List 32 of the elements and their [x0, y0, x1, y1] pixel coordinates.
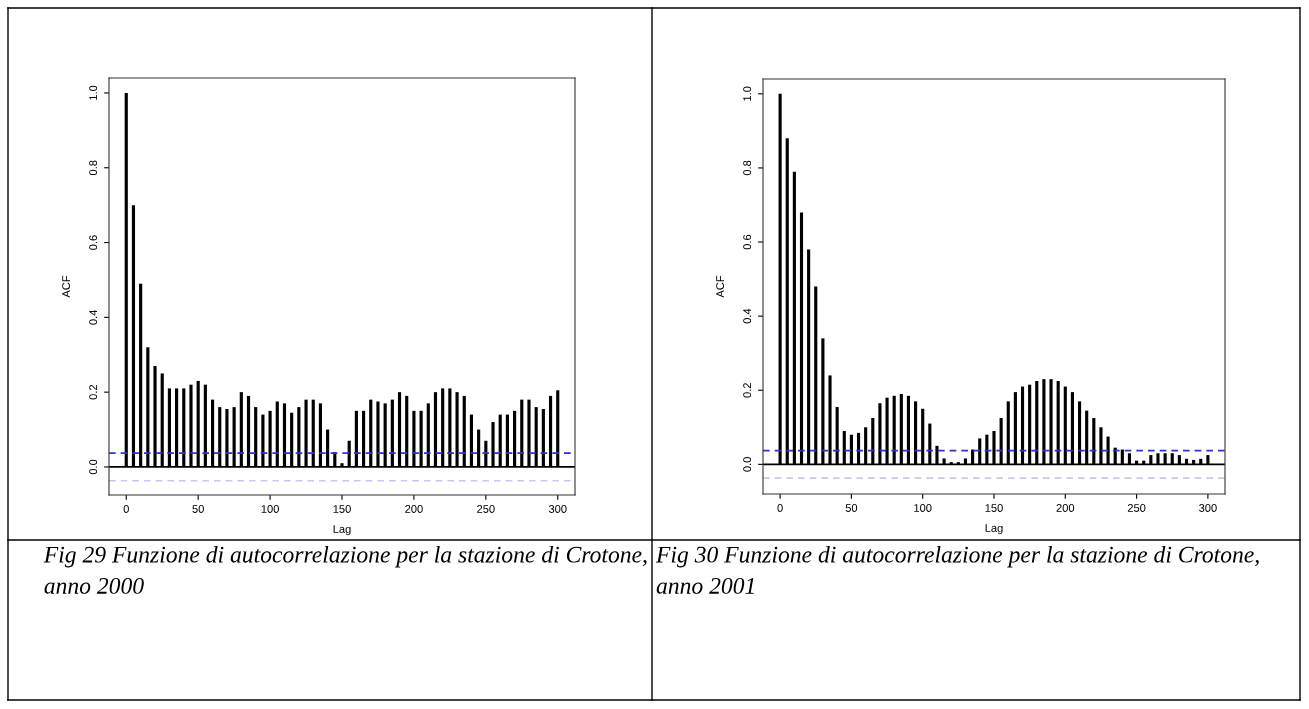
x-axis-title: Lag [985, 524, 1003, 535]
y-tick-label: 0.4 [89, 309, 98, 325]
x-tick-label: 0 [777, 504, 783, 512]
y-tick-label: 0.0 [743, 457, 752, 472]
y-tick-label: 0.0 [89, 459, 98, 475]
x-tick-label: 50 [192, 505, 204, 513]
y-tick-label: 0.6 [743, 234, 752, 250]
x-tick-label: 250 [477, 505, 495, 513]
x-tick-label: 200 [405, 505, 423, 513]
y-tick-label: 0.6 [89, 235, 98, 250]
y-tick-label: 1.0 [743, 86, 752, 101]
x-tick-label: 100 [261, 505, 279, 513]
y-tick-label: 0.2 [743, 383, 752, 398]
caption: Fig 30 Funzione di autocorrelazione per la stazione di Crotone, anno 2001 [655, 546, 1259, 594]
y-tick-label: 0.8 [89, 160, 98, 176]
y-tick-label: 0.4 [743, 308, 752, 324]
y-tick-label: 0.2 [89, 384, 98, 400]
x-axis-title: Lag [333, 525, 351, 536]
x-tick-label: 50 [845, 504, 858, 512]
x-tick-label: 300 [1199, 504, 1217, 512]
x-tick-label: 0 [123, 505, 129, 513]
caption: Fig 29 Funzione di autocorrelazione per la stazione di Crotone, anno 2000 [43, 546, 647, 594]
x-tick-label: 200 [1056, 504, 1075, 512]
y-axis-title: ACF [62, 275, 71, 298]
x-tick-label: 300 [548, 505, 567, 513]
x-tick-label: 150 [985, 504, 1003, 512]
x-tick-label: 100 [914, 504, 932, 512]
y-tick-label: 0.8 [743, 160, 752, 176]
x-tick-label: 150 [333, 505, 351, 513]
y-tick-label: 1.0 [89, 85, 98, 100]
x-tick-label: 250 [1127, 504, 1146, 512]
y-axis-title: ACF [716, 275, 725, 298]
